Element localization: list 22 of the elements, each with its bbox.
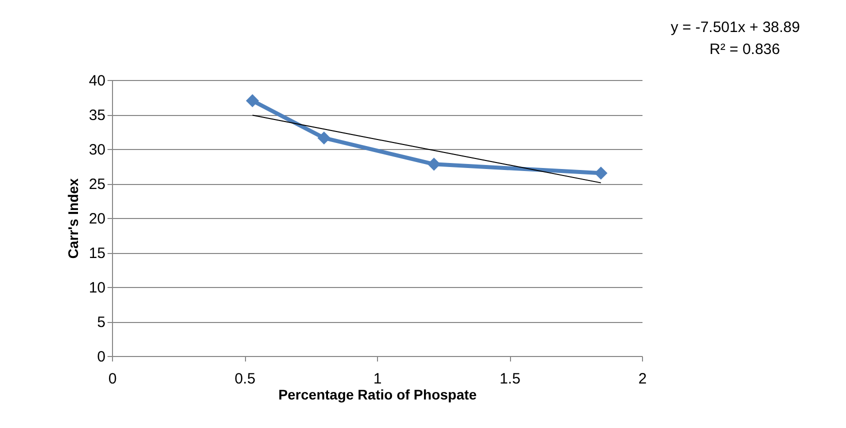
x-tick-label: 2 [638,370,647,388]
x-axis-title: Percentage Ratio of Phospate [278,386,477,402]
x-tick-label: 1 [373,370,382,388]
y-tick-label: 35 [88,107,106,124]
y-tick-label: 30 [88,142,106,158]
x-tick-label: 1.5 [500,370,520,388]
y-tick-label: 40 [88,72,106,90]
x-tick-label: 0.5 [234,370,256,388]
point [317,131,331,144]
point [427,158,440,171]
y-tick-label: 15 [88,245,106,262]
text: y = -7.501x + 38.89 [670,19,800,36]
y-tick-label: 25 [88,176,106,193]
y-axis-title: Carr's Index [64,178,81,259]
x-tick-label: 0 [108,370,117,388]
y-tick-label: 5 [97,314,106,331]
y-tick-label: 0 [97,348,106,366]
text: R² = 0.836 [710,41,780,58]
y-tick-label: 10 [88,280,106,296]
y-tick-label: 20 [88,210,106,228]
point [246,94,259,108]
point [594,166,608,180]
